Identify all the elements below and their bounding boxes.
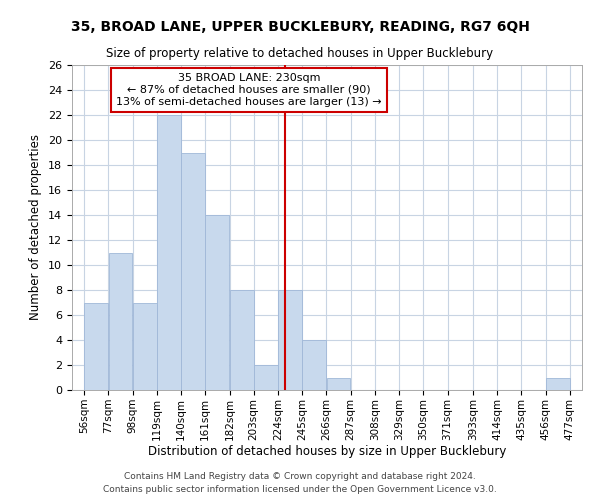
Bar <box>254 365 278 390</box>
Text: Contains public sector information licensed under the Open Government Licence v3: Contains public sector information licen… <box>103 485 497 494</box>
Bar <box>230 290 254 390</box>
Bar <box>278 290 302 390</box>
Bar <box>326 378 350 390</box>
Bar <box>546 378 570 390</box>
Bar <box>157 115 181 390</box>
Bar <box>205 215 229 390</box>
Text: 35, BROAD LANE, UPPER BUCKLEBURY, READING, RG7 6QH: 35, BROAD LANE, UPPER BUCKLEBURY, READIN… <box>71 20 529 34</box>
Bar <box>84 302 108 390</box>
Text: Size of property relative to detached houses in Upper Bucklebury: Size of property relative to detached ho… <box>106 48 494 60</box>
Bar <box>133 302 157 390</box>
Bar <box>181 152 205 390</box>
Text: 35 BROAD LANE: 230sqm
← 87% of detached houses are smaller (90)
13% of semi-deta: 35 BROAD LANE: 230sqm ← 87% of detached … <box>116 74 382 106</box>
Bar <box>109 252 133 390</box>
Y-axis label: Number of detached properties: Number of detached properties <box>29 134 43 320</box>
Text: Contains HM Land Registry data © Crown copyright and database right 2024.: Contains HM Land Registry data © Crown c… <box>124 472 476 481</box>
X-axis label: Distribution of detached houses by size in Upper Bucklebury: Distribution of detached houses by size … <box>148 446 506 458</box>
Bar <box>302 340 326 390</box>
